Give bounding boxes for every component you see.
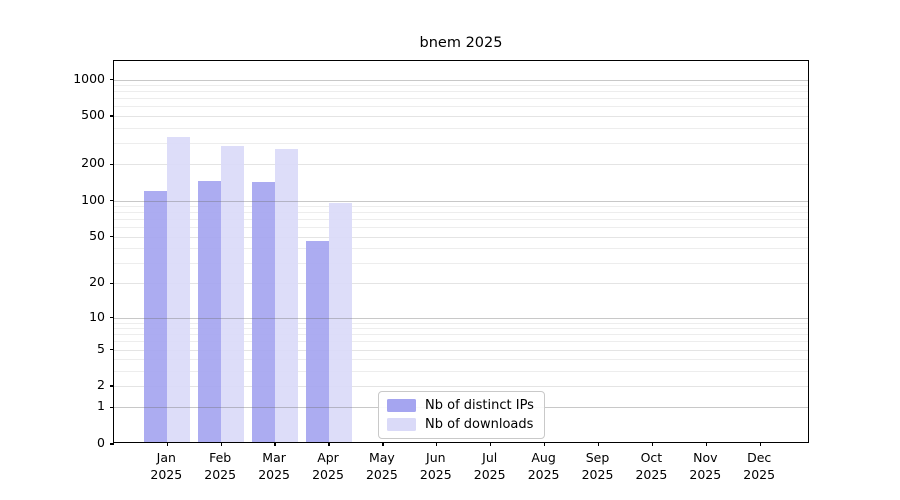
y-tick-mark — [110, 235, 114, 238]
y-tick-mark — [110, 385, 114, 387]
x-tick-label: Jul 2025 — [473, 450, 506, 482]
x-tick-mark — [543, 442, 546, 446]
y-tick-mark — [110, 316, 114, 319]
x-tick-mark — [220, 442, 222, 446]
y-tick-label: 5 — [97, 340, 105, 356]
minor-gridline — [114, 98, 808, 100]
x-tick-mark — [759, 442, 761, 446]
x-tick-label: Aug 2025 — [527, 450, 560, 482]
x-tick-label: Apr 2025 — [312, 450, 344, 482]
y-tick-mark — [110, 163, 114, 165]
bar-distinct-ips — [198, 180, 222, 442]
chart-title: bnem 2025 — [419, 35, 503, 51]
bar-distinct-ips — [252, 182, 276, 442]
minor-gridline — [114, 212, 808, 214]
x-tick-mark — [382, 442, 384, 446]
bar-downloads — [329, 202, 352, 442]
y-tick-mark — [110, 443, 114, 445]
x-tick-label: Dec 2025 — [743, 450, 776, 482]
y-tick-mark — [110, 78, 114, 81]
y-tick-label: 10 — [89, 308, 105, 324]
y-tick-mark — [110, 282, 114, 285]
minor-gridline — [114, 127, 808, 129]
major-gridline — [114, 200, 808, 202]
y-tick-label: 100 — [81, 191, 105, 207]
x-tick-label: Nov 2025 — [689, 450, 722, 482]
bar-downloads — [275, 148, 299, 442]
x-tick-mark — [274, 442, 276, 446]
y-tick-label: 500 — [81, 107, 105, 122]
x-tick-label: Feb 2025 — [204, 450, 237, 482]
y-tick-mark — [110, 406, 114, 409]
y-tick-label: 2 — [97, 377, 105, 392]
legend-item-distinct-ips: Nb of distinct IPs — [387, 398, 534, 413]
x-tick-mark — [490, 442, 492, 446]
minor-gridline — [114, 106, 808, 108]
bar-distinct-ips — [306, 241, 329, 442]
legend-item-downloads: Nb of downloads — [387, 417, 534, 432]
minor-gridline — [114, 370, 808, 372]
x-tick-mark — [328, 442, 330, 446]
tick-gridline — [114, 164, 808, 166]
bar-downloads — [167, 136, 191, 442]
y-tick-label: 1 — [97, 398, 105, 414]
legend-swatch-distinct-ips — [387, 399, 416, 412]
x-tick-mark — [436, 442, 438, 446]
x-tick-mark — [597, 442, 600, 446]
y-tick-label: 20 — [89, 274, 105, 290]
bar-distinct-ips — [144, 191, 168, 442]
y-tick-mark — [110, 115, 114, 117]
major-gridline — [114, 317, 808, 319]
tick-gridline — [114, 349, 808, 351]
minor-gridline — [114, 227, 808, 229]
tick-gridline — [114, 386, 808, 387]
minor-gridline — [114, 322, 808, 324]
minor-gridline — [114, 341, 808, 343]
bar-downloads — [221, 146, 245, 442]
x-tick-label: Jan 2025 — [150, 450, 183, 482]
minor-gridline — [114, 248, 808, 250]
x-tick-label: Sep 2025 — [581, 450, 614, 482]
minor-gridline — [114, 85, 808, 87]
legend: Nb of distinct IPs Nb of downloads — [378, 391, 545, 439]
tick-gridline — [114, 116, 808, 117]
x-tick-label: Oct 2025 — [635, 450, 668, 482]
minor-gridline — [114, 262, 808, 264]
plot-area — [110, 60, 809, 446]
x-tick-mark — [651, 442, 654, 446]
major-gridline — [114, 79, 808, 81]
legend-label-distinct-ips: Nb of distinct IPs — [425, 398, 534, 413]
x-tick-label: Mar 2025 — [258, 450, 290, 482]
minor-gridline — [114, 219, 808, 221]
y-tick-label: 0 — [97, 435, 105, 450]
minor-gridline — [114, 91, 808, 93]
minor-gridline — [114, 206, 808, 207]
x-tick-label: Jun 2025 — [419, 450, 452, 482]
legend-swatch-downloads — [387, 418, 416, 431]
minor-gridline — [114, 359, 808, 361]
y-tick-mark — [110, 348, 114, 351]
legend-label-downloads: Nb of downloads — [425, 417, 534, 432]
y-tick-label: 1000 — [73, 70, 105, 86]
minor-gridline — [114, 142, 808, 144]
x-tick-label: May 2025 — [365, 450, 398, 482]
tick-gridline — [114, 283, 808, 285]
y-tick-label: 200 — [81, 155, 105, 171]
x-tick-mark — [166, 442, 168, 446]
x-tick-mark — [705, 442, 707, 446]
tick-gridline — [114, 236, 808, 238]
y-tick-label: 50 — [89, 227, 105, 243]
minor-gridline — [114, 328, 808, 330]
minor-gridline — [114, 334, 808, 336]
y-tick-mark — [110, 199, 114, 202]
